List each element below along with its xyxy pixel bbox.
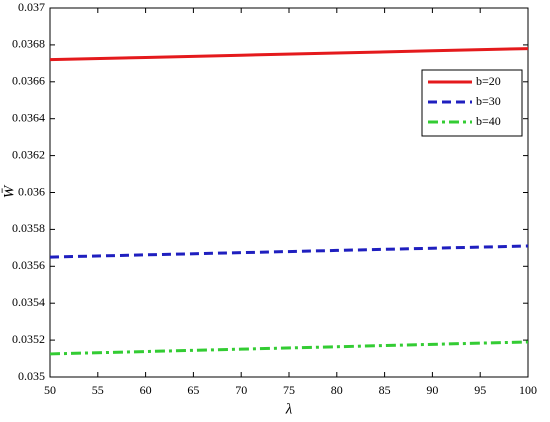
x-tick-label: 65: [187, 383, 199, 397]
x-tick-label: 55: [92, 383, 104, 397]
y-tick-label: 0.0364: [12, 110, 45, 124]
legend-label: b=30: [476, 94, 501, 108]
y-axis-label: W̄: [1, 184, 17, 198]
y-tick-label: 0.0368: [12, 37, 45, 51]
x-tick-label: 50: [44, 383, 56, 397]
x-tick-label: 80: [331, 383, 343, 397]
y-tick-label: 0.0366: [12, 74, 45, 88]
y-tick-label: 0.0354: [12, 295, 45, 309]
x-tick-label: 60: [140, 383, 152, 397]
data-line: [49, 244, 529, 259]
x-tick-label: 90: [426, 383, 438, 397]
y-tick-label: 0.0356: [12, 258, 45, 272]
y-tick-label: 0.0352: [12, 332, 45, 346]
y-tick-label: 0.037: [18, 0, 45, 14]
y-tick-label: 0.0362: [12, 147, 45, 161]
x-tick-label: 70: [235, 383, 247, 397]
y-tick-label: 0.036: [18, 184, 45, 198]
legend-label: b=20: [476, 74, 501, 88]
y-tick-label: 0.0358: [12, 221, 45, 235]
x-axis-label: λ: [285, 401, 293, 417]
x-tick-label: 75: [283, 383, 295, 397]
x-tick-label: 100: [519, 383, 537, 397]
x-tick-label: 85: [379, 383, 391, 397]
y-tick-label: 0.035: [18, 369, 45, 383]
plot-area: [49, 7, 529, 378]
legend-label: b=40: [476, 114, 501, 128]
data-line: [49, 340, 529, 356]
data-line: [49, 47, 529, 62]
x-tick-label: 95: [474, 383, 486, 397]
